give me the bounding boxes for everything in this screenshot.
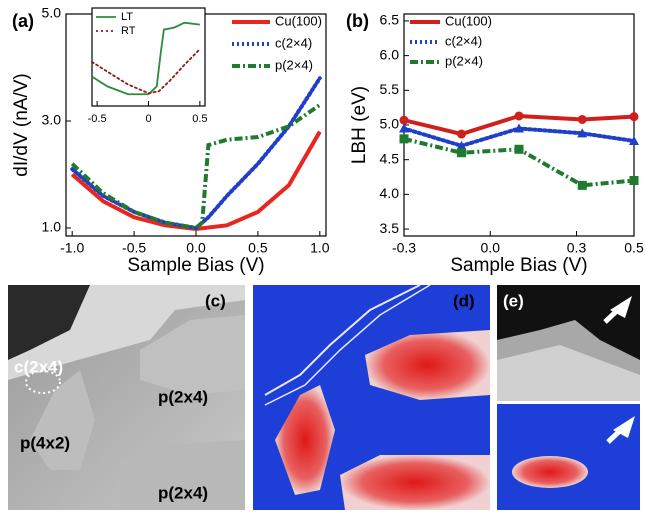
y-tick-label: 5.0 xyxy=(42,5,62,21)
legend-label: RT xyxy=(121,25,136,37)
marker xyxy=(457,148,466,158)
legend-label: p(2×4) xyxy=(275,57,313,72)
stm-image-d xyxy=(253,284,490,510)
y-axis-label: dI/dV (nA/V) xyxy=(11,73,32,177)
y-tick-label: 5.0 xyxy=(380,116,400,132)
panel-label: (d) xyxy=(453,291,475,310)
series-line xyxy=(70,130,322,232)
y-tick-label: 1.0 xyxy=(42,219,62,235)
y-tick-label: 6.5 xyxy=(380,12,400,28)
marker xyxy=(577,114,587,124)
y-tick-label: 3.0 xyxy=(42,112,62,128)
legend-label: Cu(100) xyxy=(275,13,322,28)
marker xyxy=(457,129,466,139)
x-tick-label: 0.3 xyxy=(567,240,587,256)
x-tick-label: -1.0 xyxy=(60,240,84,256)
panel-label: (e) xyxy=(503,291,524,310)
marker xyxy=(399,134,409,144)
panel-label: (b) xyxy=(346,11,369,31)
stm-image-c xyxy=(8,285,245,510)
marker xyxy=(399,115,409,125)
marker xyxy=(577,180,587,190)
x-axis-label: Sample Bias (V) xyxy=(450,255,587,276)
legend-label: c(2×4) xyxy=(445,33,482,48)
series-line xyxy=(91,21,200,96)
marker xyxy=(514,123,524,133)
legend-label: c(2×4) xyxy=(275,35,312,50)
marker xyxy=(629,135,639,145)
panel-label: (c) xyxy=(205,291,226,310)
marker xyxy=(577,128,588,138)
inset-background xyxy=(92,8,205,106)
x-tick-label: -0.3 xyxy=(392,240,416,256)
annotation: c(2x4) xyxy=(14,357,63,376)
marker xyxy=(456,140,467,150)
legend-label: Cu(100) xyxy=(445,13,492,28)
marker xyxy=(399,123,409,133)
x-tick-label: 0.5 xyxy=(624,240,644,256)
annotation: p(4x2) xyxy=(20,433,70,452)
annotation: p(2x4) xyxy=(158,483,208,502)
legend-label: LT xyxy=(121,11,133,23)
x-axis-label: Sample Bias (V) xyxy=(127,255,264,276)
y-tick-label: 3.5 xyxy=(380,220,400,236)
x-tick-label: 0 xyxy=(145,113,151,125)
x-tick-label: 0.0 xyxy=(481,240,501,256)
x-tick-label: 1.0 xyxy=(310,240,330,256)
x-tick-label: 0.0 xyxy=(186,240,206,256)
y-tick-label: 4.5 xyxy=(380,150,400,166)
marker xyxy=(629,112,639,122)
marker xyxy=(514,144,524,154)
x-tick-label: 0.5 xyxy=(192,113,207,125)
stm-image-e xyxy=(497,285,640,510)
series-line xyxy=(91,48,201,95)
panel-label: (a) xyxy=(12,11,34,31)
annotation: p(2x4) xyxy=(158,387,208,406)
y-tick-label: 4.0 xyxy=(380,185,400,201)
marker xyxy=(629,176,639,185)
y-tick-label: 5.5 xyxy=(380,81,400,97)
y-axis-label: LBH (eV) xyxy=(349,86,370,164)
y-tick-label: 6.0 xyxy=(380,46,400,62)
marker xyxy=(514,111,524,121)
x-tick-label: -0.5 xyxy=(122,240,146,256)
legend-label: p(2×4) xyxy=(445,53,483,68)
series-line xyxy=(70,103,321,231)
x-tick-label: 0.5 xyxy=(248,240,268,256)
x-tick-label: -0.5 xyxy=(88,113,107,125)
